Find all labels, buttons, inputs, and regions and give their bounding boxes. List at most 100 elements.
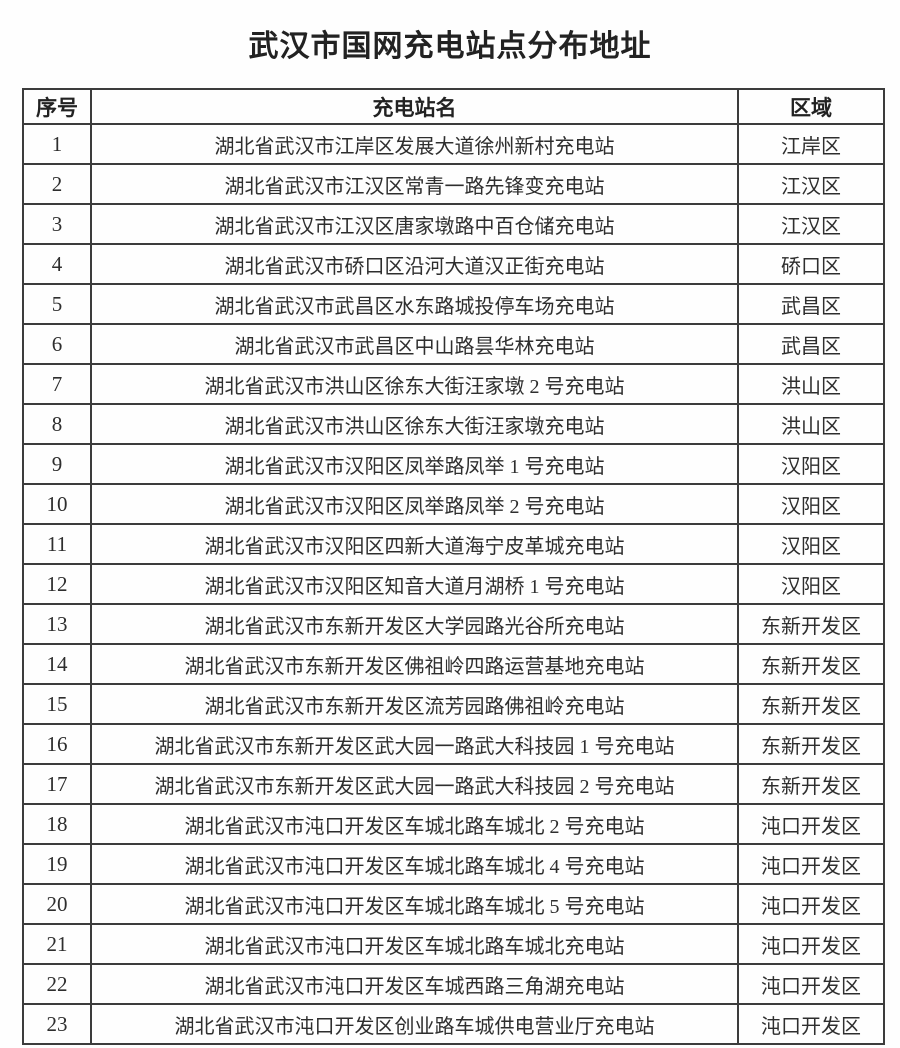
column-header-district: 区域 [737,88,885,125]
station-name-cell: 湖北省武汉市沌口开发区车城北路车城北 5 号充电站 [90,883,739,925]
district-cell: 东新开发区 [737,723,885,765]
table-row: 6 湖北省武汉市武昌区中山路昙华林充电站 武昌区 [22,323,885,365]
district-cell: 汉阳区 [737,523,885,565]
table-row: 23 湖北省武汉市沌口开发区创业路车城供电营业厅充电站 沌口开发区 [22,1003,885,1045]
station-name-cell: 湖北省武汉市沌口开发区创业路车城供电营业厅充电站 [90,1003,739,1045]
row-index-cell: 5 [22,283,92,325]
table-header: 序号 充电站名 区域 [22,88,885,125]
district-cell: 东新开发区 [737,603,885,645]
row-index-cell: 14 [22,643,92,685]
district-cell: 武昌区 [737,283,885,325]
row-index-cell: 18 [22,803,92,845]
table-row: 22 湖北省武汉市沌口开发区车城西路三角湖充电站 沌口开发区 [22,963,885,1005]
district-cell: 沌口开发区 [737,1003,885,1045]
row-index-cell: 19 [22,843,92,885]
row-index-cell: 11 [22,523,92,565]
station-name-cell: 湖北省武汉市江汉区常青一路先锋变充电站 [90,163,739,205]
table-body: 1 湖北省武汉市江岸区发展大道徐州新村充电站 江岸区 2 湖北省武汉市江汉区常青… [22,123,885,1045]
row-index-cell: 10 [22,483,92,525]
table-row: 5 湖北省武汉市武昌区水东路城投停车场充电站 武昌区 [22,283,885,325]
district-cell: 汉阳区 [737,563,885,605]
station-name-cell: 湖北省武汉市东新开发区武大园一路武大科技园 2 号充电站 [90,763,739,805]
row-index-cell: 22 [22,963,92,1005]
district-cell: 沌口开发区 [737,923,885,965]
station-name-cell: 湖北省武汉市沌口开发区车城北路车城北 4 号充电站 [90,843,739,885]
table-row: 11 湖北省武汉市汉阳区四新大道海宁皮革城充电站 汉阳区 [22,523,885,565]
district-cell: 洪山区 [737,363,885,405]
column-header-index: 序号 [22,88,92,125]
district-cell: 洪山区 [737,403,885,445]
row-index-cell: 20 [22,883,92,925]
table-row: 12 湖北省武汉市汉阳区知音大道月湖桥 1 号充电站 汉阳区 [22,563,885,605]
district-cell: 江汉区 [737,163,885,205]
row-index-cell: 6 [22,323,92,365]
station-name-cell: 湖北省武汉市东新开发区佛祖岭四路运营基地充电站 [90,643,739,685]
table-row: 4 湖北省武汉市硚口区沿河大道汉正街充电站 硚口区 [22,243,885,285]
station-name-cell: 湖北省武汉市汉阳区知音大道月湖桥 1 号充电站 [90,563,739,605]
row-index-cell: 7 [22,363,92,405]
table-row: 8 湖北省武汉市洪山区徐东大街汪家墩充电站 洪山区 [22,403,885,445]
district-cell: 东新开发区 [737,683,885,725]
row-index-cell: 1 [22,123,92,165]
table-row: 21 湖北省武汉市沌口开发区车城北路车城北充电站 沌口开发区 [22,923,885,965]
station-name-cell: 湖北省武汉市东新开发区武大园一路武大科技园 1 号充电站 [90,723,739,765]
table-row: 10 湖北省武汉市汉阳区凤举路凤举 2 号充电站 汉阳区 [22,483,885,525]
row-index-cell: 23 [22,1003,92,1045]
station-name-cell: 湖北省武汉市汉阳区凤举路凤举 1 号充电站 [90,443,739,485]
station-name-cell: 湖北省武汉市沌口开发区车城北路车城北 2 号充电站 [90,803,739,845]
table-row: 18 湖北省武汉市沌口开发区车城北路车城北 2 号充电站 沌口开发区 [22,803,885,845]
station-name-cell: 湖北省武汉市江岸区发展大道徐州新村充电站 [90,123,739,165]
charging-stations-table: 序号 充电站名 区域 1 湖北省武汉市江岸区发展大道徐州新村充电站 江岸区 2 … [22,88,885,1045]
table-row: 17 湖北省武汉市东新开发区武大园一路武大科技园 2 号充电站 东新开发区 [22,763,885,805]
station-name-cell: 湖北省武汉市汉阳区四新大道海宁皮革城充电站 [90,523,739,565]
district-cell: 汉阳区 [737,483,885,525]
row-index-cell: 12 [22,563,92,605]
district-cell: 东新开发区 [737,643,885,685]
station-name-cell: 湖北省武汉市洪山区徐东大街汪家墩 2 号充电站 [90,363,739,405]
station-name-cell: 湖北省武汉市沌口开发区车城北路车城北充电站 [90,923,739,965]
table-row: 3 湖北省武汉市江汉区唐家墩路中百仓储充电站 江汉区 [22,203,885,245]
row-index-cell: 2 [22,163,92,205]
district-cell: 沌口开发区 [737,963,885,1005]
district-cell: 沌口开发区 [737,803,885,845]
row-index-cell: 8 [22,403,92,445]
station-name-cell: 湖北省武汉市江汉区唐家墩路中百仓储充电站 [90,203,739,245]
station-name-cell: 湖北省武汉市沌口开发区车城西路三角湖充电站 [90,963,739,1005]
district-cell: 江汉区 [737,203,885,245]
table-row: 7 湖北省武汉市洪山区徐东大街汪家墩 2 号充电站 洪山区 [22,363,885,405]
row-index-cell: 9 [22,443,92,485]
row-index-cell: 15 [22,683,92,725]
table-row: 19 湖北省武汉市沌口开发区车城北路车城北 4 号充电站 沌口开发区 [22,843,885,885]
district-cell: 沌口开发区 [737,843,885,885]
column-header-station-name: 充电站名 [90,88,739,125]
station-name-cell: 湖北省武汉市东新开发区大学园路光谷所充电站 [90,603,739,645]
row-index-cell: 13 [22,603,92,645]
row-index-cell: 16 [22,723,92,765]
table-header-row: 序号 充电站名 区域 [22,88,885,125]
table-row: 9 湖北省武汉市汉阳区凤举路凤举 1 号充电站 汉阳区 [22,443,885,485]
station-name-cell: 湖北省武汉市武昌区中山路昙华林充电站 [90,323,739,365]
table-row: 14 湖北省武汉市东新开发区佛祖岭四路运营基地充电站 东新开发区 [22,643,885,685]
station-name-cell: 湖北省武汉市汉阳区凤举路凤举 2 号充电站 [90,483,739,525]
row-index-cell: 3 [22,203,92,245]
station-name-cell: 湖北省武汉市武昌区水东路城投停车场充电站 [90,283,739,325]
station-name-cell: 湖北省武汉市东新开发区流芳园路佛祖岭充电站 [90,683,739,725]
page-title: 武汉市国网充电站点分布地址 [248,30,652,63]
row-index-cell: 17 [22,763,92,805]
district-cell: 武昌区 [737,323,885,365]
district-cell: 硚口区 [737,243,885,285]
table-row: 2 湖北省武汉市江汉区常青一路先锋变充电站 江汉区 [22,163,885,205]
station-name-cell: 湖北省武汉市洪山区徐东大街汪家墩充电站 [90,403,739,445]
table-row: 16 湖北省武汉市东新开发区武大园一路武大科技园 1 号充电站 东新开发区 [22,723,885,765]
district-cell: 沌口开发区 [737,883,885,925]
row-index-cell: 4 [22,243,92,285]
row-index-cell: 21 [22,923,92,965]
district-cell: 江岸区 [737,123,885,165]
table-row: 20 湖北省武汉市沌口开发区车城北路车城北 5 号充电站 沌口开发区 [22,883,885,925]
table-row: 15 湖北省武汉市东新开发区流芳园路佛祖岭充电站 东新开发区 [22,683,885,725]
district-cell: 东新开发区 [737,763,885,805]
table-row: 13 湖北省武汉市东新开发区大学园路光谷所充电站 东新开发区 [22,603,885,645]
district-cell: 汉阳区 [737,443,885,485]
table-row: 1 湖北省武汉市江岸区发展大道徐州新村充电站 江岸区 [22,123,885,165]
